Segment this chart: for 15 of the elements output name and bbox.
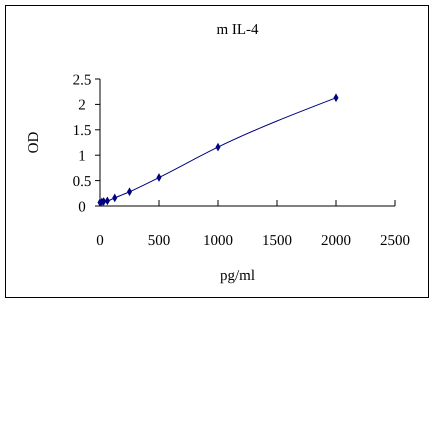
x-tick-label: 1000 (203, 233, 233, 249)
y-tick-label: 0.5 (72, 174, 92, 190)
x-tick-label: 2000 (321, 233, 351, 249)
y-tick-label: 2.5 (72, 72, 92, 88)
y-tick-label: 2 (78, 98, 86, 114)
x-tick-label: 1500 (262, 233, 292, 249)
x-axis-title: pg/ml (220, 268, 256, 284)
y-tick-label: 1 (78, 148, 86, 164)
y-axis-title: OD (26, 132, 42, 154)
x-tick-label: 0 (96, 233, 104, 249)
y-tick-label: 0 (78, 199, 86, 216)
x-tick-label: 2500 (380, 233, 410, 249)
x-tick-label: 500 (148, 233, 170, 249)
chart-title: m IL-4 (216, 22, 260, 38)
y-tick-label: 1.5 (72, 123, 92, 140)
